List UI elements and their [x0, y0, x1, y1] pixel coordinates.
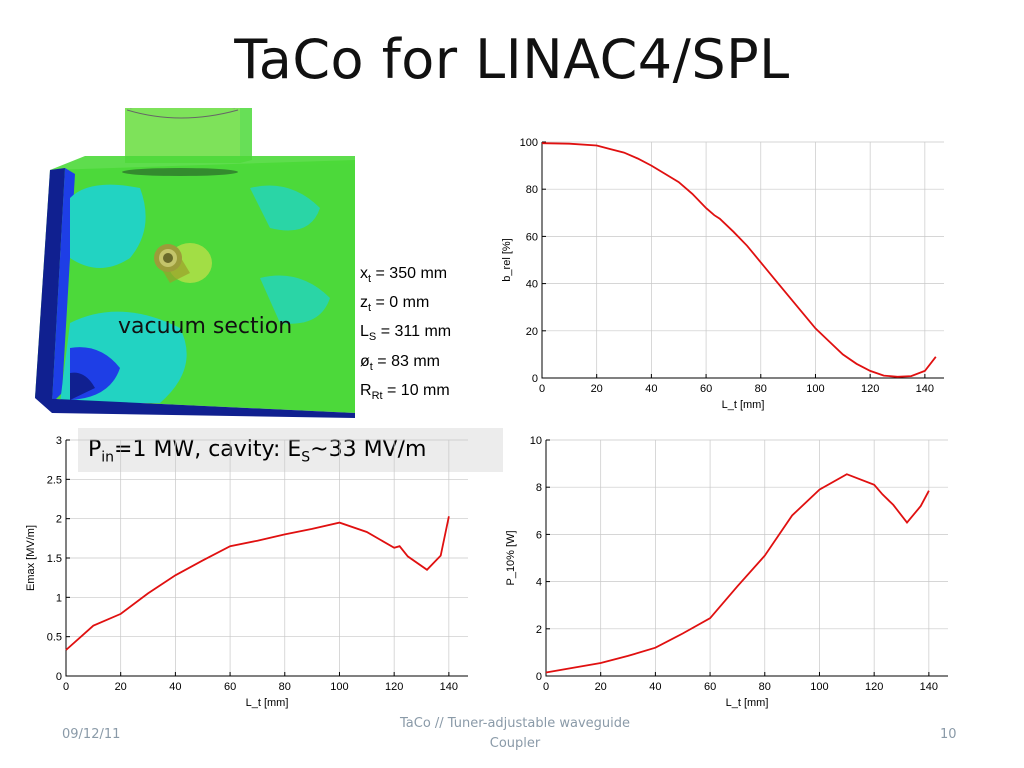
y-tick-label: 2	[56, 514, 62, 526]
x-tick-label: 100	[810, 681, 828, 693]
y-tick-label: 80	[526, 184, 538, 196]
y-tick-label: 4	[536, 577, 542, 589]
x-axis-label: L_t [mm]	[726, 697, 769, 709]
x-tick-label: 140	[440, 681, 458, 693]
y-tick-label: 8	[536, 482, 542, 494]
chart-emax: 0 20 40 60 80 100 120 140 0 0.5 1 1.5 2 2.5 3 L_t [mm] E…	[14, 430, 484, 720]
y-tick-label: 0	[56, 671, 62, 683]
parameter-row: xt = 350 mm	[360, 265, 448, 286]
y-tick-label: 0	[532, 373, 538, 385]
x-tick-label: 40	[649, 681, 661, 693]
x-tick-label: 100	[330, 681, 348, 693]
x-tick-label: 140	[920, 681, 938, 693]
y-tick-label: 6	[536, 529, 542, 541]
axes	[541, 142, 944, 379]
x-tick-label: 60	[224, 681, 236, 693]
x-tick-label: 0	[543, 681, 549, 693]
y-tick-label: 100	[520, 137, 538, 149]
y-tick-label: 2.5	[47, 474, 62, 486]
axes	[545, 440, 948, 677]
x-tick-label: 0	[539, 383, 545, 395]
y-axis-label: P_10% [W]	[505, 530, 517, 585]
parameter-row: RRt = 10 mm	[360, 381, 450, 402]
x-tick-label: 80	[279, 681, 291, 693]
y-tick-label: 20	[526, 326, 538, 338]
y-axis-label: Emax [MV/m]	[25, 525, 37, 591]
chart-b-rel: 0 20 40 60 80 100 120 140 0 20 40 60 80 100 L_t [mm] b_…	[490, 132, 960, 422]
input-conditions: Pin=1 MW, cavity: ES~33 MV/m	[78, 428, 503, 472]
footer-date: 09/12/11	[62, 727, 121, 742]
x-tick-label: 100	[806, 383, 824, 395]
x-tick-label: 60	[700, 383, 712, 395]
y-tick-label: 40	[526, 279, 538, 291]
vacuum-section-label: vacuum section	[118, 314, 292, 339]
y-tick-label: 3	[56, 435, 62, 447]
parameter-row: LS = 311 mm	[360, 323, 452, 344]
series-line	[541, 142, 937, 378]
x-tick-label: 40	[169, 681, 181, 693]
y-tick-label: 0	[536, 671, 542, 683]
x-tick-label: 120	[861, 383, 879, 395]
y-axis-label: b_rel [%]	[501, 238, 513, 281]
x-tick-label: 20	[115, 681, 127, 693]
x-tick-label: 80	[755, 383, 767, 395]
x-tick-label: 40	[645, 383, 657, 395]
vacuum-section-body	[35, 156, 355, 418]
x-tick-label: 120	[385, 681, 403, 693]
y-tick-label: 60	[526, 231, 538, 243]
y-tick-label: 0.5	[47, 632, 62, 644]
simulation-image: vacuum section	[35, 108, 355, 418]
y-tick-label: 1.5	[47, 553, 62, 565]
x-tick-label: 80	[759, 681, 771, 693]
x-tick-label: 20	[591, 383, 603, 395]
y-tick-label: 2	[536, 624, 542, 636]
x-tick-label: 60	[704, 681, 716, 693]
footer-title: TaCo // Tuner-adjustable waveguide Coupl…	[399, 716, 630, 751]
waveguide-stub	[125, 108, 252, 163]
y-tick-label: 1	[56, 592, 62, 604]
footer-page-number: 10	[940, 727, 957, 742]
parameter-row: zt = 0 mm	[360, 294, 430, 315]
slide-title: TaCo for LINAC4/SPL	[234, 28, 790, 91]
parameter-list: xt = 350 mm zt = 0 mm LS = 311 mm øt = 83 m…	[360, 262, 451, 408]
y-tick-label: 10	[530, 435, 542, 447]
parameter-row: øt = 83 mm	[360, 352, 440, 373]
series-line	[545, 473, 930, 674]
x-tick-label: 140	[916, 383, 934, 395]
x-tick-label: 120	[865, 681, 883, 693]
x-axis-label: L_t [mm]	[722, 399, 765, 411]
x-tick-label: 20	[595, 681, 607, 693]
series-line	[65, 516, 450, 651]
chart-p10: 0 20 40 60 80 100 120 140 0 2 4 6 8 10 L_t [mm] P_10% […	[494, 430, 964, 720]
x-tick-label: 0	[63, 681, 69, 693]
x-axis-label: L_t [mm]	[246, 697, 289, 709]
